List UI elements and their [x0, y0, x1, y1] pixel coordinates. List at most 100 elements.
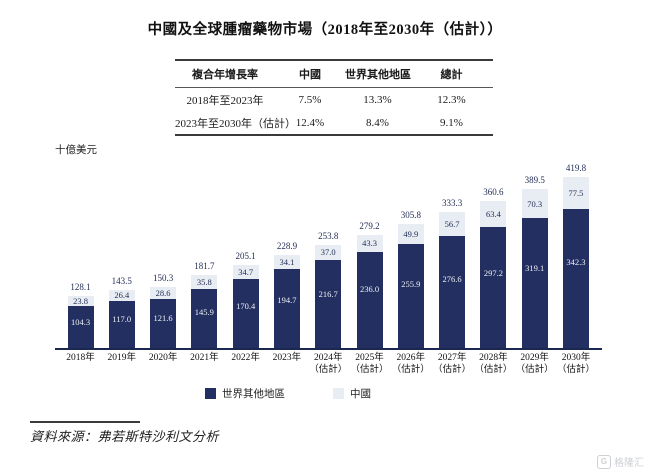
bar-total-label: 279.2: [359, 220, 380, 231]
bar-total-label: 228.9: [276, 241, 298, 252]
legend-item-china: 中國: [333, 386, 371, 401]
bar-segment-rest-of-world: 117.0: [108, 301, 135, 349]
cagr-value-row: 13.3%: [363, 93, 392, 106]
bar-segment-rest-of-world: 145.9: [191, 289, 218, 349]
bar-segment-china: 70.3: [521, 189, 548, 219]
cagr-header-metric: 複合年增長率: [192, 69, 258, 81]
rest-of-world-value-label: 104.3: [70, 317, 91, 328]
legend-label: 中國: [350, 389, 371, 400]
chart-title: 中國及全球腫瘤藥物市場（2018年至2030年（估計））: [147, 22, 503, 38]
x-tick-label: 2030年 （估計）: [556, 353, 595, 375]
legend-item-rest-of-world: 世界其他地區: [205, 386, 285, 401]
bar-segment-rest-of-world: 104.3: [67, 306, 94, 349]
x-tick-label: 2022年: [231, 353, 260, 363]
china-value-label: 28.6: [155, 288, 171, 299]
china-value-label: 23.8: [73, 296, 88, 307]
bar-segment-china: 34.1: [273, 255, 300, 270]
bar-segment-rest-of-world: 319.1: [521, 218, 548, 349]
china-value-label: 77.5: [568, 187, 584, 198]
rest-of-world-value-label: 276.6: [442, 273, 462, 284]
china-value-label: 56.7: [444, 218, 460, 229]
bar-group: 279.2 43.3 236.0: [349, 221, 391, 349]
cagr-value-china: 7.5%: [298, 93, 322, 106]
x-axis-line: [55, 348, 602, 350]
rest-of-world-value-label: 236.0: [359, 283, 380, 294]
x-tick-label: 2018年: [66, 353, 95, 363]
watermark-text: 格隆汇: [614, 458, 644, 469]
bar-group: 419.8 77.5 342.3: [555, 163, 597, 349]
bar-group: 228.9 34.1 194.7: [266, 242, 308, 349]
bar-segment-rest-of-world: 342.3: [562, 208, 589, 349]
rest-of-world-value-label: 319.1: [525, 262, 545, 273]
china-value-label: 49.9: [403, 228, 419, 239]
legend-swatch-dark-icon: [205, 388, 216, 399]
cagr-row-label: 2018年至2023年: [186, 94, 264, 107]
bar-total-label: 181.7: [194, 260, 215, 271]
x-tick-label: 2023年: [272, 353, 302, 363]
bar-group: 253.8 37.0 216.7: [307, 231, 349, 349]
x-tick-label: 2019年: [107, 353, 137, 363]
rest-of-world-value-label: 145.9: [194, 306, 214, 317]
cagr-table-row-2023-2030: 2023年至2030年（估計） 12.4% 8.4% 9.1%: [175, 111, 493, 134]
y-axis-unit-label: 十億美元: [55, 145, 97, 156]
bar-total-label: 150.3: [152, 273, 174, 284]
cagr-row-label: 2023年至2030年（估計）: [175, 117, 296, 130]
bar-group: 389.5 70.3 319.1: [514, 176, 556, 349]
x-tick-label: 2026年 （估計）: [391, 353, 430, 375]
china-value-label: 37.0: [320, 247, 336, 258]
china-value-label: 43.3: [362, 238, 377, 249]
bar-segment-china: 56.7: [439, 212, 466, 236]
chart-legend: 世界其他地區 中國: [205, 386, 371, 401]
cagr-value-total: 12.3%: [437, 93, 466, 106]
bar-segment-china: 43.3: [356, 234, 383, 253]
bar-segment-rest-of-world: 236.0: [356, 252, 383, 349]
china-value-label: 34.7: [238, 266, 254, 277]
bar-group: 205.1 34.7 170.4: [225, 251, 267, 349]
bar-segment-rest-of-world: 297.2: [480, 227, 507, 349]
bar-segment-china: 26.4: [108, 290, 135, 302]
x-tick-label: 2024年 （估計）: [309, 353, 348, 375]
x-tick-label: 2027年 （估計）: [433, 353, 472, 375]
cagr-value-china: 12.4%: [295, 116, 325, 129]
bar-group: 143.5 26.4 117.0: [101, 277, 143, 349]
bar-total-label: 205.1: [235, 250, 256, 261]
bar-group: 360.6 63.4 297.2: [472, 188, 514, 349]
cagr-header-row-of-world: 世界其他地區: [345, 69, 411, 81]
china-value-label: 34.1: [279, 256, 295, 267]
bar-segment-rest-of-world: 121.6: [150, 299, 177, 349]
rest-of-world-value-label: 117.0: [112, 314, 132, 324]
china-value-label: 35.8: [196, 276, 212, 287]
gelonghui-watermark: G 格隆汇: [597, 454, 644, 469]
legend-label: 世界其他地區: [222, 389, 285, 400]
bar-group: 305.8 49.9 255.9: [390, 210, 432, 349]
gelonghui-logo-icon: G: [597, 454, 611, 469]
bar-segment-rest-of-world: 194.7: [273, 269, 300, 349]
bar-segment-china: 49.9: [397, 223, 424, 245]
bar-segment-rest-of-world: 255.9: [397, 244, 424, 349]
x-tick-label: 2020年: [148, 353, 178, 363]
x-axis-labels: 2018年 2019年 2020年 2021年 2022年 2023年 2024年 （估計） 2…: [0, 353, 650, 379]
cagr-value-total: 9.1%: [440, 116, 463, 129]
china-value-label: 26.4: [114, 290, 130, 301]
bar-total-label: 333.3: [441, 198, 463, 209]
bar-segment-china: 63.4: [480, 201, 507, 228]
rest-of-world-value-label: 297.2: [483, 268, 503, 279]
bar-segment-china: 77.5: [562, 176, 589, 209]
bar-total-label: 128.1: [70, 282, 91, 293]
source-divider-line: [30, 421, 140, 423]
china-value-label: 70.3: [527, 198, 543, 209]
x-tick-label: 2021年: [190, 353, 219, 363]
china-value-label: 63.4: [485, 208, 501, 219]
x-tick-label: 2028年 （估計）: [474, 353, 513, 375]
bar-segment-china: 34.7: [232, 264, 259, 280]
bar-group: 333.3 56.7 276.6: [431, 199, 473, 349]
cagr-table-header-row: 複合年增長率 中國 世界其他地區 總計: [175, 61, 493, 88]
bar-segment-rest-of-world: 216.7: [315, 260, 342, 349]
rest-of-world-value-label: 194.7: [277, 294, 297, 305]
bar-total-label: 389.5: [524, 175, 545, 186]
bar-segment-china: 28.6: [150, 287, 177, 300]
x-tick-label: 2029年 （估計）: [515, 353, 554, 375]
bar-total-label: 360.6: [483, 187, 504, 198]
bar-total-label: 143.5: [111, 276, 132, 287]
